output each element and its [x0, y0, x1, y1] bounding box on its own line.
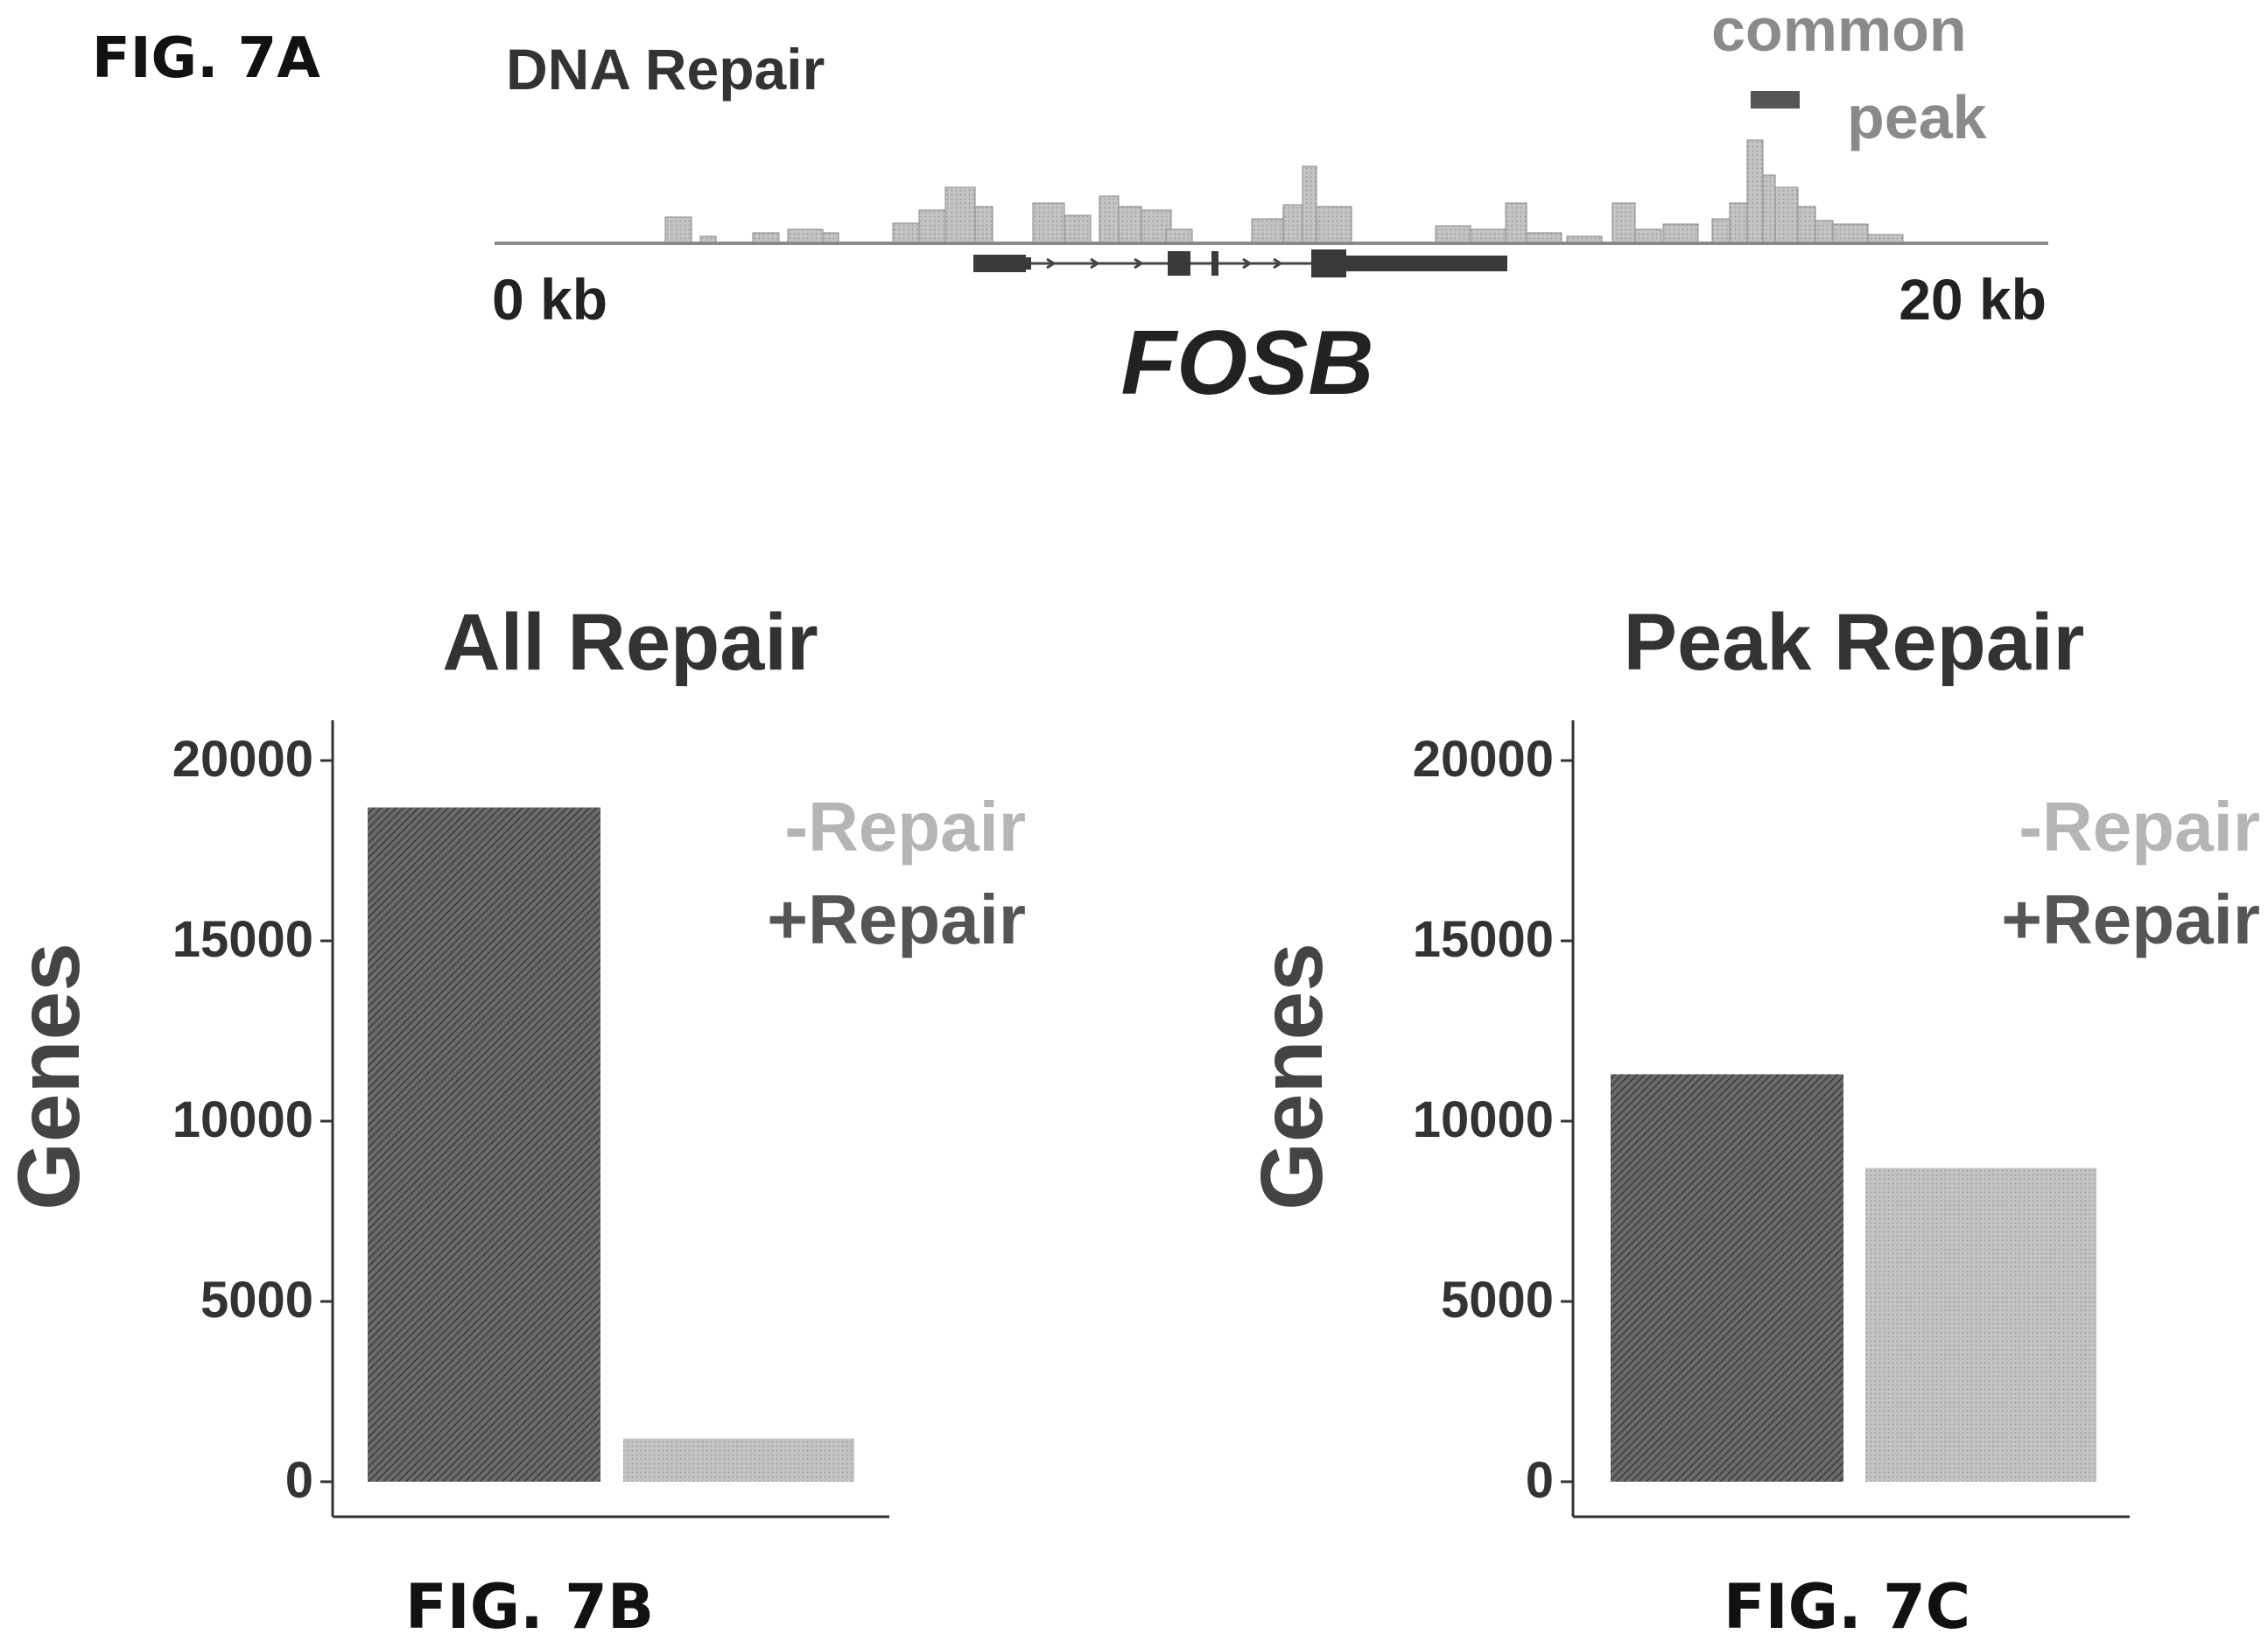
track-signal-bar [1032, 202, 1065, 244]
track-signal-bar [1711, 218, 1731, 244]
y-axis-label: Genes [0, 943, 98, 1210]
track-signal-bar [892, 222, 920, 244]
y-axis-label: Genes [1243, 943, 1341, 1210]
legend-plus-repair: +Repair [2001, 880, 2260, 958]
legend-plus-repair: +Repair [767, 880, 1026, 958]
track-signal-bar [1316, 206, 1352, 244]
gene-name: FOSB [1121, 312, 1374, 414]
strand-arrow-icon [1242, 257, 1253, 270]
axis-start-label: 0 kb [492, 267, 607, 332]
strand-arrow-icon [1090, 257, 1100, 270]
y-tick-label: 0 [1526, 1452, 1554, 1509]
y-tick-label: 15000 [1413, 911, 1554, 968]
track-signal-bar [1832, 223, 1869, 244]
track-signal-bar [974, 206, 994, 244]
track-signal-bar [1746, 139, 1764, 244]
track-signal-bar [1797, 206, 1816, 244]
track-signal-bar [1118, 206, 1142, 244]
track-signal-bar [1282, 204, 1303, 244]
fig-7a-label: FIG. 7A [92, 26, 320, 91]
chart-title: All Repair [442, 598, 818, 687]
y-tick-label: 0 [285, 1452, 313, 1509]
y-axis: 0 5000 10000 15000 20000 [172, 731, 333, 1509]
track-signal-bar [1662, 223, 1699, 244]
track-signal-bar [1165, 228, 1193, 244]
track-signal-bar [1505, 202, 1527, 244]
bar-plus-repair [1611, 1074, 1843, 1482]
gene-model [973, 249, 1507, 277]
track-title: DNA Repair [506, 37, 825, 102]
bar-minus-repair [1865, 1168, 2096, 1482]
chart-title: Peak Repair [1624, 598, 2085, 687]
gene-exon [1211, 251, 1218, 276]
y-tick-label: 20000 [172, 731, 313, 788]
track-signal-bar [1815, 220, 1834, 244]
signal-track [664, 139, 1904, 244]
chart-all-repair: All Repair Genes 0 5000 10000 15000 20000 -R… [0, 598, 1026, 1641]
track-signal-bar [1634, 228, 1662, 244]
y-tick-label: 20000 [1413, 731, 1554, 788]
gene-exon [1311, 249, 1346, 277]
track-signal-bar [1762, 174, 1776, 244]
track-signal-bar [944, 186, 976, 244]
y-tick-label: 10000 [1413, 1091, 1554, 1148]
gene-exon [973, 255, 1026, 272]
legend-common: common [1711, 0, 1967, 64]
bar-minus-repair [623, 1438, 854, 1482]
track-signal-bar [1099, 195, 1120, 244]
y-tick-label: 10000 [172, 1091, 313, 1148]
y-tick-label: 5000 [200, 1272, 313, 1329]
fig-7c-label: FIG. 7C [1724, 1571, 1970, 1641]
fig-7a: FIG. 7A DNA Repair common peak 0 kb 20 k… [92, 0, 2048, 414]
chart-peak-repair: Peak Repair Genes 0 5000 10000 15000 20000 -… [1243, 598, 2260, 1641]
bar-plus-repair [368, 807, 600, 1482]
track-signal-bar [1470, 228, 1506, 244]
legend-minus-repair: -Repair [784, 788, 1026, 866]
track-signal-bar [664, 216, 692, 244]
track-signal-bar [1729, 202, 1748, 244]
legend-minus-repair: -Repair [2019, 788, 2260, 866]
strand-arrow-icon [1046, 257, 1057, 270]
track-signal-bar [1435, 225, 1471, 244]
track-signal-bar [918, 209, 946, 244]
axis-end-label: 20 kb [1899, 267, 2047, 332]
gene-exon [1026, 257, 1031, 270]
track-signal-bar [1774, 186, 1799, 244]
legend-common-peak-swatch [1751, 91, 1800, 109]
bars [1611, 1074, 2096, 1482]
y-tick-label: 15000 [172, 911, 313, 968]
fig-7b-label: FIG. 7B [405, 1571, 654, 1641]
track-signal-bar [1064, 214, 1092, 244]
gene-exon [1346, 256, 1507, 271]
strand-arrow-icon [1134, 257, 1144, 270]
track-signal-bar [1302, 165, 1317, 244]
gene-exon [1168, 251, 1190, 276]
y-tick-label: 5000 [1441, 1272, 1554, 1329]
track-signal-bar [1611, 202, 1636, 244]
y-axis: 0 5000 10000 15000 20000 [1413, 731, 1573, 1509]
track-signal-bar [1251, 218, 1284, 244]
legend-peak: peak [1847, 83, 1987, 151]
bars [368, 807, 854, 1482]
track-signal-bar [787, 228, 824, 244]
strand-arrow-icon [1273, 257, 1283, 270]
